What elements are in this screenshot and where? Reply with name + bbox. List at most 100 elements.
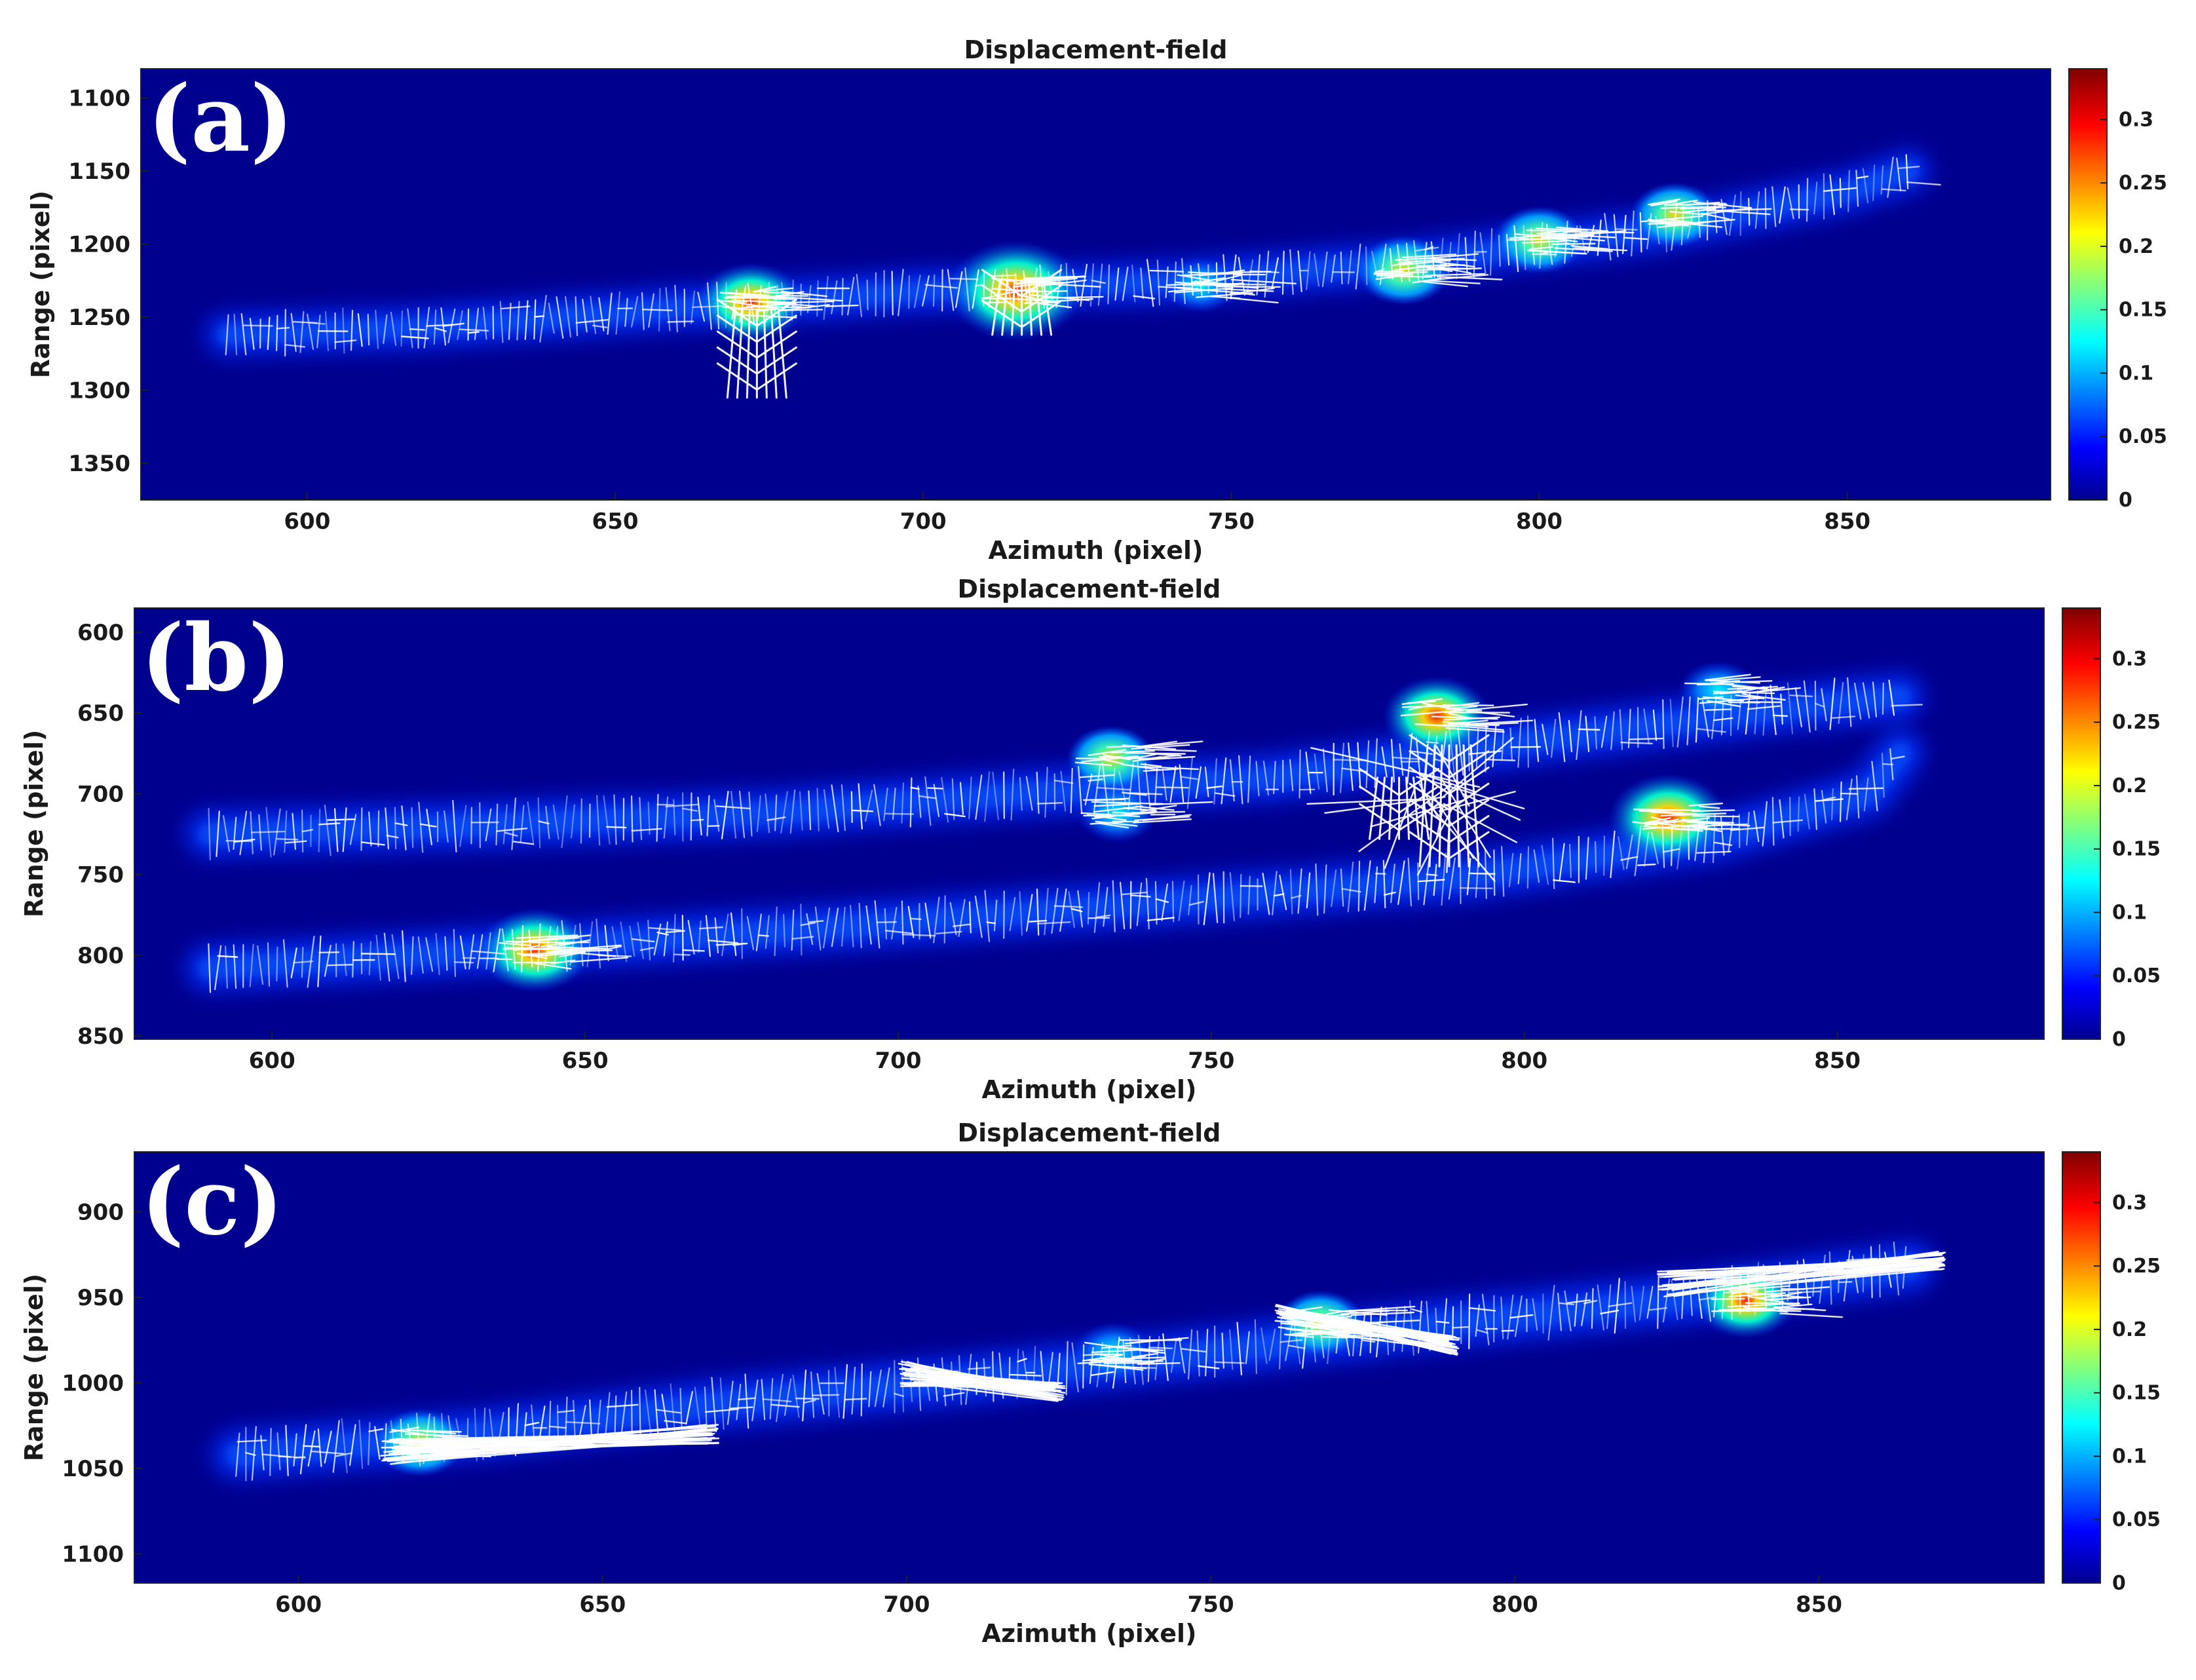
vector-arrow	[744, 1373, 749, 1429]
vector-arrow	[444, 810, 449, 843]
vector-arrow	[898, 1362, 1065, 1399]
vector-arrow	[391, 1428, 425, 1436]
vector-arrow	[1704, 209, 1771, 216]
vector-arrow	[1533, 849, 1540, 883]
vector-arrow	[1146, 917, 1175, 921]
vector-arrow	[1409, 734, 1490, 763]
vector-arrow	[856, 274, 863, 317]
vector-arrow	[705, 915, 711, 957]
vector-arrow	[1643, 831, 1650, 867]
vector-arrow	[1667, 1268, 1939, 1274]
vector-arrow	[1457, 727, 1464, 776]
vector-arrow	[1214, 1361, 1245, 1364]
vector-arrow	[964, 267, 970, 312]
vector-arrow	[1813, 181, 1818, 215]
vector-arrow	[1409, 750, 1490, 779]
vector-arrow	[1272, 871, 1278, 916]
vector-arrow	[1348, 742, 1354, 792]
vector-arrow	[352, 941, 354, 978]
vector-arrow	[795, 1397, 820, 1400]
vector-arrow	[1862, 168, 1869, 204]
vector-arrow	[1448, 857, 1456, 900]
vector-arrow	[1161, 883, 1169, 921]
vector-arrow	[1673, 1251, 1945, 1280]
vector-arrow	[1737, 698, 1742, 730]
vector-arrow	[1190, 265, 1194, 296]
x-tick-label: 600	[275, 1592, 322, 1618]
vector-arrow	[1669, 698, 1674, 748]
vector-arrow	[1306, 872, 1311, 909]
vector-arrow	[1501, 729, 1505, 761]
vector-arrow	[1625, 834, 1633, 869]
vector-arrow	[1357, 742, 1361, 790]
vector-arrow	[959, 782, 964, 815]
vector-arrow	[402, 930, 406, 982]
vector-arrow	[1618, 835, 1625, 870]
vector-arrow	[865, 790, 873, 822]
chart-title: Displacement-field	[964, 35, 1228, 64]
vector-arrow	[986, 921, 996, 925]
vector-arrow	[1896, 157, 1902, 191]
vector-arrow	[968, 901, 972, 934]
vector-arrow	[293, 960, 314, 964]
vector-arrow	[1583, 1299, 1598, 1305]
vector-arrow	[1846, 778, 1853, 820]
panel-label: (b)	[141, 605, 292, 712]
vector-arrow	[1070, 767, 1073, 814]
vector-arrow	[1789, 1290, 1821, 1294]
vector-arrow	[1704, 674, 1751, 681]
vector-arrow	[1863, 777, 1869, 812]
vector-arrow	[290, 313, 297, 352]
vector-arrow	[1699, 697, 1761, 704]
vector-arrow	[1651, 831, 1659, 864]
vector-arrow	[1764, 1286, 1830, 1293]
vector-arrow	[1597, 1284, 1604, 1331]
vector-arrow	[981, 269, 1063, 297]
vector-arrow	[614, 1395, 617, 1440]
x-tick-label: 600	[249, 1048, 295, 1074]
y-axis-label: Range (pixel)	[20, 1274, 48, 1461]
vector-arrow	[952, 923, 971, 927]
vector-arrow	[1762, 686, 1768, 736]
vector-arrow	[894, 1392, 905, 1398]
panel-a: (a) Displacement-field 600 650 700 750 800 850 1…	[26, 35, 2167, 565]
vector-arrow	[384, 1423, 387, 1462]
vector-arrow	[630, 795, 634, 843]
vector-arrow	[1627, 708, 1631, 748]
vector-arrow	[1570, 244, 1608, 250]
vector-arrow	[630, 296, 639, 328]
vector-arrow	[1162, 768, 1167, 801]
vector-arrow	[1246, 259, 1254, 292]
vector-arrow	[667, 320, 694, 323]
vector-arrow	[1443, 711, 1510, 714]
vector-arrow	[924, 284, 958, 289]
vector-arrow	[884, 930, 914, 934]
vector-arrow	[1452, 1306, 1454, 1341]
vector-arrow	[1044, 887, 1049, 936]
vector-arrow	[453, 928, 457, 978]
vector-arrow	[1027, 290, 1068, 293]
vector-arrow	[755, 913, 763, 951]
vector-arrow	[721, 790, 729, 840]
vector-arrow	[524, 1422, 540, 1426]
vector-arrow	[898, 269, 904, 316]
vector-arrow	[674, 284, 678, 333]
vector-arrow	[792, 1374, 800, 1419]
vector-arrow	[1340, 868, 1344, 907]
vector-arrow	[1706, 700, 1741, 708]
vector-arrow	[233, 816, 237, 850]
vector-arrow	[1009, 897, 1016, 931]
vector-arrow	[1557, 230, 1609, 237]
colorbar-tick-label: 0.3	[2112, 1191, 2147, 1214]
vector-arrow	[307, 1430, 316, 1467]
vector-arrow	[1547, 1284, 1555, 1341]
vector-arrow	[515, 937, 580, 944]
vector-arrow	[791, 279, 794, 322]
vector-arrow	[1079, 774, 1115, 778]
vector-arrow	[1643, 708, 1650, 744]
vector-arrow	[1417, 879, 1445, 883]
vector-arrow	[1888, 679, 1895, 716]
y-tick-label: 900	[77, 1199, 124, 1225]
vector-arrow	[1839, 781, 1842, 822]
vector-arrow	[1434, 758, 1447, 763]
